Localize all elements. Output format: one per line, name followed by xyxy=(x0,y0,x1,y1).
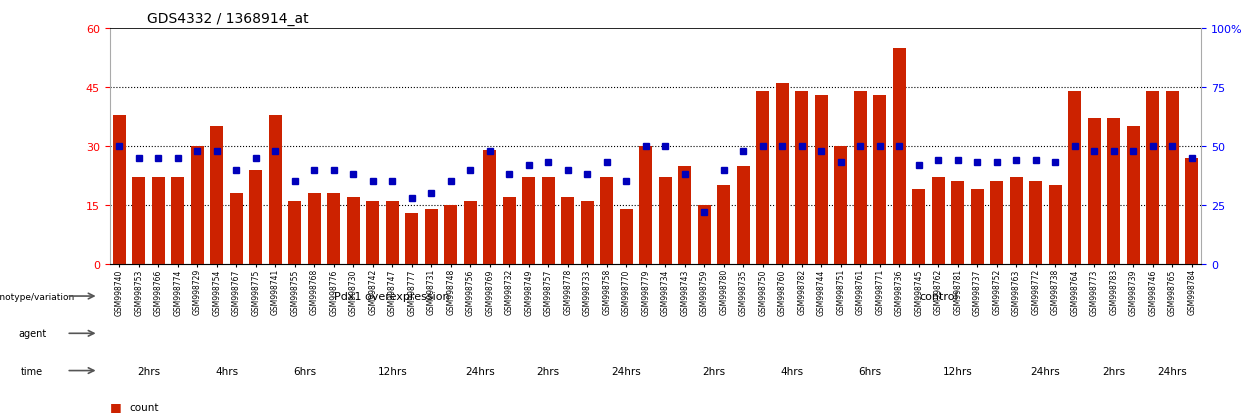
Text: ■: ■ xyxy=(110,400,121,413)
Bar xyxy=(698,206,711,264)
Bar xyxy=(737,166,749,264)
Bar xyxy=(874,95,886,264)
Text: 2hrs: 2hrs xyxy=(537,366,560,376)
Bar xyxy=(796,92,808,264)
Bar xyxy=(913,190,925,264)
Text: control: control xyxy=(919,291,957,301)
Text: 2hrs: 2hrs xyxy=(1102,366,1125,376)
Bar xyxy=(132,178,146,264)
Bar xyxy=(523,178,535,264)
Bar xyxy=(990,182,1003,264)
Bar xyxy=(971,190,984,264)
Text: agent: agent xyxy=(17,328,46,339)
Bar xyxy=(503,197,515,264)
Bar xyxy=(425,209,437,264)
Text: 6hrs: 6hrs xyxy=(293,366,316,376)
Text: interleukin 1β: interleukin 1β xyxy=(275,328,354,339)
Bar xyxy=(679,166,691,264)
Bar xyxy=(951,182,964,264)
Text: 6hrs: 6hrs xyxy=(858,366,881,376)
Bar xyxy=(776,84,788,264)
Bar xyxy=(581,202,594,264)
Text: 24hrs: 24hrs xyxy=(1158,366,1186,376)
Bar xyxy=(113,115,126,264)
Bar xyxy=(386,202,398,264)
Bar xyxy=(1068,92,1081,264)
Bar xyxy=(327,194,340,264)
Bar xyxy=(249,170,263,264)
Bar xyxy=(1030,182,1042,264)
Bar xyxy=(366,202,380,264)
Bar xyxy=(172,178,184,264)
Bar xyxy=(561,197,574,264)
Bar xyxy=(269,115,281,264)
Bar xyxy=(542,178,554,264)
Bar xyxy=(931,178,945,264)
Bar xyxy=(210,127,223,264)
Bar xyxy=(1127,127,1139,264)
Bar xyxy=(1147,92,1159,264)
Bar xyxy=(815,95,828,264)
Bar xyxy=(893,48,905,264)
Bar xyxy=(620,209,632,264)
Text: genotype/variation: genotype/variation xyxy=(0,292,75,301)
Bar xyxy=(152,178,164,264)
Text: 24hrs: 24hrs xyxy=(1031,366,1061,376)
Bar xyxy=(1165,92,1179,264)
Text: 12hrs: 12hrs xyxy=(942,366,972,376)
Bar xyxy=(659,178,671,264)
Text: interleukin 1β: interleukin 1β xyxy=(840,328,919,339)
Text: 4hrs: 4hrs xyxy=(781,366,803,376)
Bar xyxy=(1088,119,1101,264)
Bar xyxy=(717,186,730,264)
Bar xyxy=(1010,178,1022,264)
Bar xyxy=(757,92,769,264)
Text: 12hrs: 12hrs xyxy=(377,366,407,376)
Bar xyxy=(834,147,847,264)
Text: 2hrs: 2hrs xyxy=(702,366,726,376)
Bar xyxy=(1185,158,1198,264)
Text: time: time xyxy=(21,366,44,376)
Bar xyxy=(347,197,360,264)
Text: untreated: untreated xyxy=(569,328,625,339)
Text: 2hrs: 2hrs xyxy=(137,366,161,376)
Text: count: count xyxy=(129,402,159,412)
Bar xyxy=(483,150,496,264)
Text: 24hrs: 24hrs xyxy=(611,366,641,376)
Bar xyxy=(600,178,613,264)
Text: Pdx1 overexpression: Pdx1 overexpression xyxy=(335,291,451,301)
Bar xyxy=(289,202,301,264)
Bar xyxy=(854,92,867,264)
Bar xyxy=(444,206,457,264)
Text: untreated: untreated xyxy=(1116,328,1170,339)
Text: GDS4332 / 1368914_at: GDS4332 / 1368914_at xyxy=(147,12,309,26)
Bar xyxy=(464,202,477,264)
Text: 24hrs: 24hrs xyxy=(466,366,496,376)
Bar xyxy=(190,147,204,264)
Bar xyxy=(1048,186,1062,264)
Bar xyxy=(1107,119,1120,264)
Text: 4hrs: 4hrs xyxy=(215,366,238,376)
Bar xyxy=(406,213,418,264)
Bar xyxy=(640,147,652,264)
Bar xyxy=(308,194,321,264)
Bar xyxy=(230,194,243,264)
